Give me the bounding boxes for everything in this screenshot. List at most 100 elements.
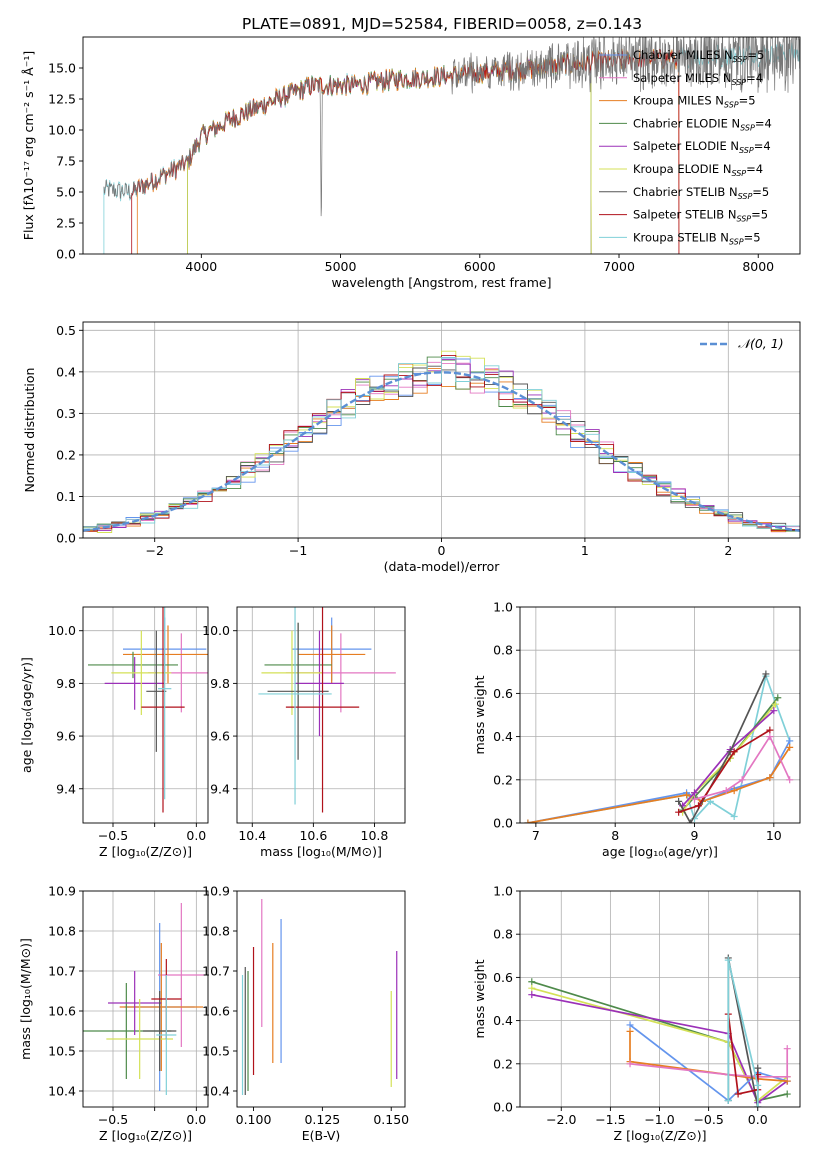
weight-series-marker [734, 1090, 742, 1098]
legend-entry-name: Kroupa MILES [633, 94, 712, 108]
residuals-x-axis-label: (data-model)/error [384, 559, 501, 574]
y-tick-label: 0.1 [56, 489, 76, 504]
weight-series-line [681, 710, 775, 807]
weight-series [679, 707, 778, 810]
y-tick-label: 0.2 [56, 447, 76, 462]
weight-series-marker [528, 984, 536, 992]
age-mass-x-axis-label: mass [log₁₀(M/M⊙)] [260, 844, 382, 859]
age-mass-grid [237, 607, 405, 823]
weight-series-marker [722, 787, 730, 795]
error-bar-point [141, 607, 185, 813]
observed-spectrum-line [103, 37, 800, 217]
y-tick-label: 0.0 [493, 1100, 513, 1115]
y-tick-label: 0.8 [493, 927, 513, 942]
error-bar-point [111, 630, 172, 715]
weight-series-marker [766, 774, 774, 782]
x-tick-label: 0 [438, 543, 446, 558]
legend-entry: Kroupa STELIB NSSP=5 [633, 230, 761, 246]
y-tick-label: 10.6 [48, 1004, 76, 1019]
weight-series-marker [786, 743, 794, 751]
legend-entry: Salpeter MILES NSSP=4 [633, 71, 763, 87]
x-tick-label: −2.0 [546, 1112, 576, 1127]
weight-series-marker [783, 1045, 791, 1053]
mass-Z-axes: −0.5 0.0 10.4 10.5 10.6 10.7 10.8 10.9 Z [log₁₀(… [18, 884, 209, 1143]
weight-age-grid [520, 606, 800, 824]
x-tick-label: 0.0 [748, 1112, 768, 1127]
spectrum-plot-area [103, 37, 800, 254]
y-tick-label: 10.5 [48, 1044, 76, 1059]
x-tick-label: 6000 [464, 259, 496, 274]
y-tick-label: 10.8 [202, 924, 230, 939]
y-tick-label: 10.9 [202, 884, 230, 899]
error-bar-point [108, 971, 162, 1035]
spectrum-frame [82, 36, 801, 255]
legend-entry-name: Kroupa ELODIE [633, 162, 719, 176]
spectrum-y-axis-label: Flux [fλ10⁻¹⁷ erg cm⁻² s⁻¹ Å⁻¹] [21, 51, 36, 240]
legend-entry-nssp-subscript: SSP [724, 101, 739, 110]
error-bar-point [258, 607, 332, 805]
weight-series-marker [528, 991, 536, 999]
legend-entry: Kroupa MILES NSSP=5 [633, 94, 756, 110]
legend-entry-nssp-value: =5 [744, 230, 761, 244]
model-spectrum-line [131, 48, 680, 254]
y-tick-label: 1.0 [493, 600, 513, 615]
weight-series-marker [771, 700, 779, 708]
x-tick-label: −0.5 [98, 828, 128, 843]
weight-series-marker [683, 791, 691, 799]
weight-series-marker [675, 808, 683, 816]
weight-series-marker [724, 956, 732, 964]
weight-Z-x-axis-label: Z [log₁₀(Z/Z⊙)] [614, 1128, 707, 1143]
y-tick-label: 0.4 [493, 1013, 513, 1028]
weight-series-line [531, 993, 788, 1105]
x-tick-label: −0.5 [693, 1112, 723, 1127]
age-Z-plot-area [88, 607, 208, 813]
weight-age-plot-area [524, 670, 794, 823]
y-tick-label: 9.8 [210, 676, 230, 691]
y-tick-label: 10.0 [48, 123, 76, 138]
y-tick-label: 0.0 [56, 531, 76, 546]
y-tick-label: 15.0 [48, 61, 76, 76]
residuals-y-axis-label: Normed distribution [22, 368, 37, 493]
x-tick-label: 0.150 [373, 1112, 409, 1127]
residual-histogram [83, 356, 800, 535]
error-bar-point [156, 975, 177, 1095]
error-bar-point [119, 943, 203, 1071]
legend-entry-nssp-label: N [712, 94, 724, 108]
mass-Z-grid [83, 890, 208, 1107]
y-tick-label: 10.6 [202, 1004, 230, 1019]
weight-series [724, 956, 762, 1107]
y-tick-label: 10.8 [48, 924, 76, 939]
weight-age-frame [519, 606, 801, 824]
weight-series-marker [770, 707, 778, 715]
weight-vs-age-panel: 7 8 9 10 0.0 0.2 0.4 0.6 0.8 1.0 age [log₁₀(age/yr… [472, 600, 801, 859]
weight-series-marker [694, 802, 702, 810]
age-mass-axes: 10.4 10.6 10.8 9.4 9.6 9.8 10.0 mass [log₁₀(M/M… [202, 606, 406, 859]
y-tick-label: 10.5 [202, 1044, 230, 1059]
age-Z-axes: −0.5 0.0 9.4 9.6 9.8 10.0 Z [log₁₀(Z/Z⊙)] age [… [19, 606, 209, 859]
age-Z-frame [82, 606, 209, 824]
y-tick-label: 12.5 [48, 92, 76, 107]
weight-series-marker [730, 748, 738, 756]
mass-Z-plot-area [83, 903, 205, 1095]
weight-series-marker [626, 1060, 634, 1068]
weight-series-line [527, 673, 791, 823]
x-tick-label: 4000 [185, 259, 217, 274]
weight-series-marker [754, 1081, 762, 1089]
age-Z-x-axis-label: Z [log₁₀(Z/Z⊙)] [99, 844, 192, 859]
x-tick-label: 10.6 [299, 828, 327, 843]
x-tick-label: 0.100 [236, 1112, 272, 1127]
residuals-panel: −2 −1 0 1 2 0.0 0.1 0.2 0.3 0.4 0.5 (data-model)/er… [22, 321, 801, 574]
residuals-legend: 𝒩(0, 1) [700, 336, 784, 351]
x-tick-label: 0.125 [304, 1112, 340, 1127]
weight-series-marker [754, 1064, 762, 1072]
weight-age-x-axis-label: age [log₁₀(age/yr)] [602, 844, 718, 859]
error-bar-point [285, 607, 360, 813]
error-bar-point [295, 630, 344, 737]
weight-series-marker [524, 819, 532, 823]
weight-series-marker [691, 795, 699, 803]
y-tick-label: 7.5 [56, 154, 76, 169]
legend-entry: 𝒩(0, 1) [738, 336, 784, 351]
x-tick-label: 9 [691, 828, 699, 843]
weight-series-marker [626, 1027, 634, 1035]
